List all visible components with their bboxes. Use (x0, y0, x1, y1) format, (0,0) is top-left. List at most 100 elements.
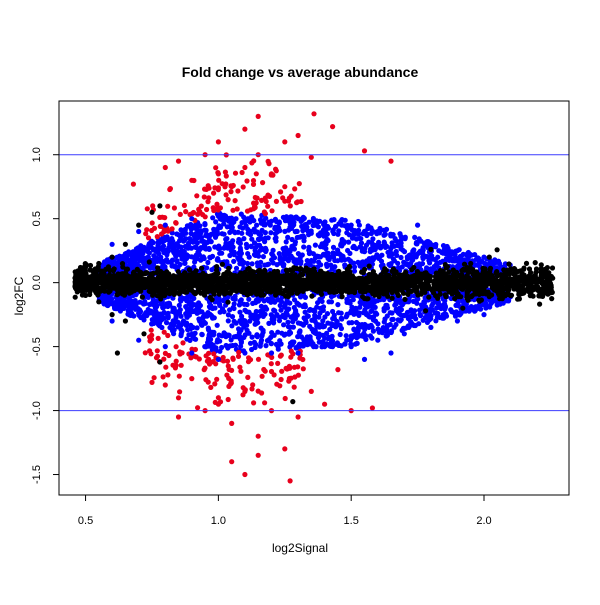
blue-point (131, 249, 136, 254)
blue-point (349, 308, 354, 313)
blue-point (412, 235, 417, 240)
blue-point (207, 304, 212, 309)
blue-point (215, 323, 220, 328)
blue-point (394, 253, 399, 258)
blue-point (191, 224, 196, 229)
x-axis-label: log2Signal (0, 541, 600, 555)
blue-point (257, 243, 262, 248)
blue-point (259, 310, 264, 315)
blue-point (477, 261, 482, 266)
blue-point (149, 321, 154, 326)
blue-point (250, 217, 255, 222)
blue-point (239, 297, 244, 302)
blue-point (313, 243, 318, 248)
blue-point (258, 344, 263, 349)
blue-point (314, 344, 319, 349)
blue-point (279, 299, 284, 304)
blue-point (368, 333, 373, 338)
blue-point (296, 302, 301, 307)
blue-point (204, 265, 209, 270)
blue-point (186, 224, 191, 229)
blue-point (217, 339, 222, 344)
blue-point (244, 309, 249, 314)
blue-point (318, 262, 323, 267)
blue-point (136, 311, 141, 316)
blue-point (224, 236, 229, 241)
blue-point (169, 241, 174, 246)
blue-point (237, 254, 242, 259)
blue-point (322, 314, 327, 319)
black-point (382, 266, 387, 271)
blue-point (344, 313, 349, 318)
blue-point (105, 303, 110, 308)
blue-point (189, 304, 194, 309)
blue-point (416, 321, 421, 326)
black-point (125, 267, 130, 272)
blue-point (181, 296, 186, 301)
blue-point (417, 312, 422, 317)
blue-point (273, 236, 278, 241)
blue-point (203, 246, 208, 251)
blue-point (366, 223, 371, 228)
blue-point (133, 307, 138, 312)
blue-point (178, 307, 183, 312)
blue-point (300, 217, 305, 222)
blue-point (254, 223, 259, 228)
blue-point (250, 261, 255, 266)
blue-point (306, 232, 311, 237)
blue-point (282, 305, 287, 310)
black-point (426, 295, 431, 300)
blue-point (271, 248, 276, 253)
blue-point (389, 328, 394, 333)
blue-point (227, 241, 232, 246)
blue-point (110, 259, 115, 264)
black-point (537, 302, 542, 307)
blue-point (230, 221, 235, 226)
blue-point (172, 306, 177, 311)
blue-point (344, 333, 349, 338)
blue-point (362, 246, 367, 251)
blue-point (272, 308, 277, 313)
blue-point (161, 250, 166, 255)
black-point (319, 292, 324, 297)
blue-point (159, 312, 164, 317)
blue-point (283, 218, 288, 223)
black-point (73, 295, 78, 300)
blue-point (226, 318, 231, 323)
blue-point (281, 322, 286, 327)
blue-point (357, 223, 362, 228)
black-point (176, 269, 181, 274)
blue-point (289, 254, 294, 259)
blue-point (291, 339, 296, 344)
blue-point (178, 262, 183, 267)
black-point (259, 291, 264, 296)
blue-point (433, 310, 438, 315)
blue-point (385, 313, 390, 318)
blue-point (367, 256, 372, 261)
blue-point (329, 299, 334, 304)
blue-point (206, 235, 211, 240)
blue-point (279, 331, 284, 336)
blue-point (242, 302, 247, 307)
points-layer (72, 111, 555, 483)
blue-point (274, 262, 279, 267)
blue-point (188, 231, 193, 236)
blue-point (263, 343, 268, 348)
blue-point (283, 245, 288, 250)
blue-point (401, 313, 406, 318)
blue-point (249, 237, 254, 242)
blue-point (171, 250, 176, 255)
blue-point (167, 325, 172, 330)
black-point (318, 269, 323, 274)
blue-point (248, 341, 253, 346)
black-point (302, 268, 307, 273)
blue-point (433, 244, 438, 249)
black-point (524, 261, 529, 266)
blue-point (218, 310, 223, 315)
blue-point (259, 338, 264, 343)
black-point (225, 300, 230, 305)
blue-point (285, 320, 290, 325)
blue-point (215, 256, 220, 261)
blue-point (192, 255, 197, 260)
blue-point (400, 302, 405, 307)
